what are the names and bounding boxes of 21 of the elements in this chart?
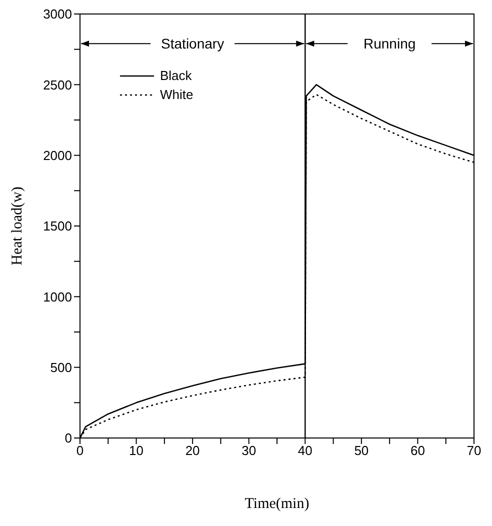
x-tick-label: 70 <box>466 443 482 458</box>
x-tick-label: 30 <box>242 443 256 458</box>
y-tick-label: 500 <box>50 360 72 375</box>
x-axis-title: Time(min) <box>244 496 310 512</box>
y-tick-label: 3000 <box>43 6 72 22</box>
x-tick-label: 20 <box>185 443 200 458</box>
annotation: Stationary <box>161 36 224 52</box>
y-tick-label: 2500 <box>43 77 72 92</box>
x-tick-label: 40 <box>298 443 312 458</box>
annotation: Running <box>363 36 416 52</box>
legend-label: Black <box>160 68 192 83</box>
y-axis-title: Heat load(w) <box>9 186 26 266</box>
x-tick-label: 10 <box>129 443 144 458</box>
x-tick-label: 50 <box>354 443 369 458</box>
y-tick-label: 2000 <box>43 148 72 163</box>
x-tick-label: 60 <box>410 443 425 458</box>
x-tick-label: 0 <box>76 443 84 458</box>
y-tick-label: 1000 <box>43 289 72 304</box>
legend-label: White <box>160 87 194 102</box>
y-tick-label: 1500 <box>43 218 72 234</box>
y-tick-label: 0 <box>64 430 72 446</box>
